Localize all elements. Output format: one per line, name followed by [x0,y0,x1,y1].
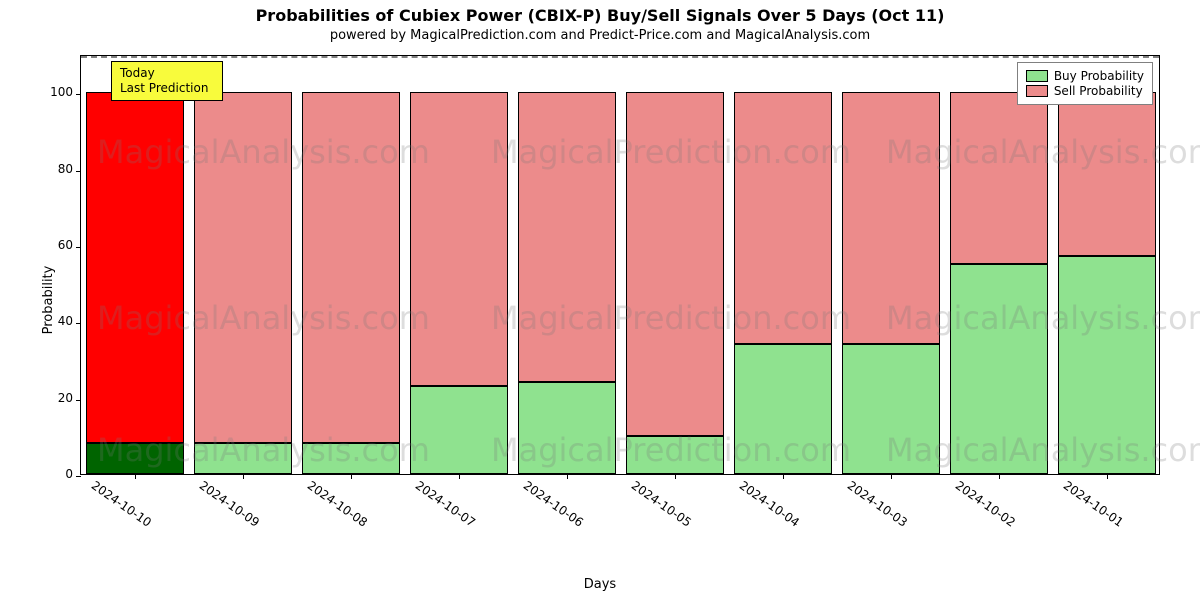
chart-subtitle: powered by MagicalPrediction.com and Pre… [0,28,1200,43]
y-tick-label: 60 [58,238,81,252]
sell-bar [302,92,399,443]
x-tick [999,474,1000,479]
plot-area: 0204060801002024-10-102024-10-092024-10-… [80,55,1160,475]
sell-bar [842,92,939,344]
x-tick-label: 2024-10-07 [413,478,478,529]
buy-bar [86,443,183,474]
sell-bar [86,92,183,443]
sell-bar [734,92,831,344]
y-tick-label: 20 [58,391,81,405]
x-tick-label: 2024-10-09 [197,478,262,529]
bar-group [518,54,615,474]
x-tick-label: 2024-10-03 [845,478,910,529]
buy-bar [626,436,723,474]
buy-bar [1058,256,1155,474]
x-tick [135,474,136,479]
x-tick-label: 2024-10-04 [737,478,802,529]
bar-group [626,54,723,474]
x-tick [783,474,784,479]
buy-bar [194,443,291,474]
buy-bar [950,264,1047,474]
sell-bar [194,92,291,443]
buy-bar [842,344,939,474]
sell-bar [626,92,723,436]
bar-group [1058,54,1155,474]
x-tick [351,474,352,479]
x-tick-label: 2024-10-01 [1061,478,1126,529]
legend-item: Buy Probability [1026,69,1144,83]
x-tick [567,474,568,479]
x-tick-label: 2024-10-08 [305,478,370,529]
bar-group [302,54,399,474]
buy-bar [410,386,507,474]
x-tick [243,474,244,479]
y-tick-label: 0 [65,467,81,481]
x-axis-label: Days [0,577,1200,592]
chart-container: Probabilities of Cubiex Power (CBIX-P) B… [0,0,1200,600]
legend-label: Buy Probability [1054,69,1144,83]
legend-item: Sell Probability [1026,84,1144,98]
bar-group [950,54,1047,474]
bar-group [194,54,291,474]
y-tick-label: 100 [50,85,81,99]
buy-bar [302,443,399,474]
bar-group [410,54,507,474]
legend-label: Sell Probability [1054,84,1143,98]
y-tick-label: 80 [58,162,81,176]
sell-bar [950,92,1047,264]
bar-group [734,54,831,474]
x-tick [675,474,676,479]
buy-bar [518,382,615,474]
bar-group [86,54,183,474]
sell-bar [1058,92,1155,256]
y-tick-label: 40 [58,314,81,328]
legend-swatch [1026,85,1048,97]
today-callout: TodayLast Prediction [111,61,223,101]
x-tick-label: 2024-10-06 [521,478,586,529]
sell-bar [410,92,507,386]
chart-title: Probabilities of Cubiex Power (CBIX-P) B… [0,6,1200,25]
x-tick [891,474,892,479]
legend: Buy ProbabilitySell Probability [1017,62,1153,105]
x-tick-label: 2024-10-02 [953,478,1018,529]
x-tick [1107,474,1108,479]
x-tick-label: 2024-10-05 [629,478,694,529]
today-callout-line: Today [120,66,208,81]
bar-group [842,54,939,474]
x-tick [459,474,460,479]
sell-bar [518,92,615,382]
x-tick-label: 2024-10-10 [89,478,154,529]
today-callout-line: Last Prediction [120,81,208,96]
y-axis-label: Probability [41,266,56,335]
buy-bar [734,344,831,474]
legend-swatch [1026,70,1048,82]
